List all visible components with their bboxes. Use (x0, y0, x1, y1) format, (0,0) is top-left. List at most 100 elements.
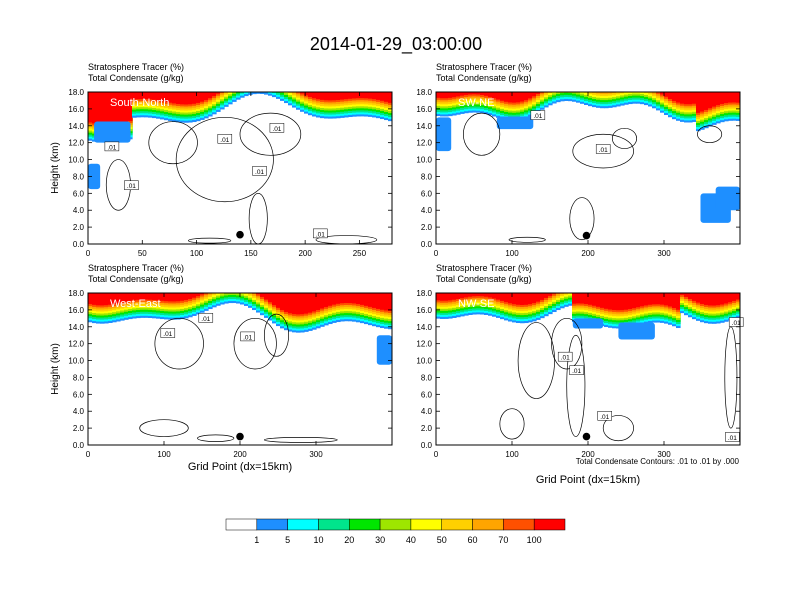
panels: Stratosphere Tracer (%)Total Condensate … (50, 62, 744, 459)
contour-label-box (252, 166, 267, 176)
y-tick-label: 6.0 (421, 390, 433, 399)
y-tick-label: 8.0 (421, 172, 433, 181)
colorbar-swatch (533, 518, 566, 531)
y-tick-label: 14.0 (68, 122, 84, 131)
y-tick-label: 2.0 (73, 223, 85, 232)
contour-line (239, 112, 302, 156)
y-tick-label: 10.0 (68, 357, 84, 366)
y-tick-label: 10.0 (416, 357, 432, 366)
contour-line (499, 408, 525, 440)
panel-subtitle-tracer: Stratosphere Tracer (%) (88, 62, 184, 72)
colorbar-label: 1 (254, 535, 259, 545)
colorbar-swatch (349, 518, 381, 531)
y-tick-label: 4.0 (73, 206, 85, 215)
y-tick-label: 6.0 (421, 189, 433, 198)
contour-label: .01 (732, 320, 741, 327)
colorbar-swatch (410, 518, 442, 531)
x-tick-label: 0 (434, 249, 439, 258)
y-tick-label: 12.0 (68, 340, 84, 349)
y-tick-label: 0.0 (73, 240, 85, 249)
condensate-contours (105, 112, 378, 244)
y-tick-label: 6.0 (73, 189, 85, 198)
panel-subtitle-tracer: Stratosphere Tracer (%) (436, 263, 532, 273)
contour-line (569, 197, 595, 241)
tracer-field (88, 92, 392, 190)
y-tick-label: 12.0 (68, 139, 84, 148)
contour-line (233, 317, 277, 370)
contour-line (197, 434, 235, 442)
x-tick-label: 100 (157, 450, 171, 459)
panel-name: NW-SE (458, 298, 494, 310)
x-tick-label: 50 (138, 249, 147, 258)
contour-label-box (104, 141, 120, 152)
tracer-field (436, 92, 740, 223)
contour-footnote: Total Condensate Contours: .01 to .01 by… (576, 457, 740, 466)
x-tick-label: 150 (244, 249, 258, 258)
colorbar-swatch (256, 518, 288, 531)
panel-subtitle-condensate: Total Condensate (g/kg) (88, 73, 184, 83)
tracer-field (436, 293, 740, 340)
contour-label-box (198, 313, 214, 323)
contour-label: .01 (255, 169, 264, 176)
panel-subtitle-condensate: Total Condensate (g/kg) (436, 274, 532, 284)
contour-label-box (269, 123, 285, 133)
colorbar-label: 60 (468, 535, 478, 545)
contour-label-box (240, 331, 255, 342)
x-tick-label: 200 (233, 450, 247, 459)
figure-title: 2014-01-29_03:00:00 (310, 34, 482, 55)
contour-label: .01 (127, 183, 136, 190)
y-tick-label: 12.0 (416, 340, 432, 349)
contour-label: .01 (272, 126, 281, 133)
colorbar-swatch (287, 518, 319, 531)
contour-line (508, 236, 546, 243)
colorbar: 1 5 10 20 30 40 50 60 70 100 (225, 518, 566, 545)
contour-line (572, 133, 634, 169)
contour-line (148, 121, 198, 165)
location-marker (236, 230, 244, 239)
contour-label: .01 (728, 435, 737, 442)
contour-label: .01 (599, 147, 608, 154)
colorbar-swatch (441, 518, 473, 531)
y-tick-label: 2.0 (421, 424, 433, 433)
contour-line (175, 116, 274, 203)
panel-subtitle-condensate: Total Condensate (g/kg) (88, 274, 184, 284)
contour-label: .01 (220, 137, 229, 144)
x-tick-label: 0 (86, 249, 91, 258)
contour-line (248, 192, 268, 244)
plot-frame (87, 91, 393, 245)
y-tick-label: 16.0 (416, 306, 432, 315)
y-tick-label: 8.0 (73, 172, 85, 181)
y-tick-label: 4.0 (421, 206, 433, 215)
x-tick-label: 200 (581, 450, 595, 459)
colorbar-label: 5 (285, 535, 290, 545)
x-tick-label: 100 (190, 249, 204, 258)
x-tick-label: 250 (353, 249, 367, 258)
y-tick-label: 4.0 (73, 407, 85, 416)
contour-line (463, 112, 501, 156)
contour-line (187, 237, 232, 244)
condensate-contours (139, 313, 338, 443)
contour-label-box (595, 144, 611, 154)
panel-subtitle-tracer: Stratosphere Tracer (%) (436, 62, 532, 72)
panel-subtitle-tracer: Stratosphere Tracer (%) (88, 263, 184, 273)
y-tick-label: 14.0 (416, 323, 432, 332)
condensate-contours (463, 112, 723, 243)
x-tick-label: 100 (505, 249, 519, 258)
y-tick-label: 0.0 (73, 441, 85, 450)
x-tick-label: 300 (657, 249, 671, 258)
contour-line (263, 313, 289, 357)
panel-name: West-East (110, 298, 161, 310)
y-tick-label: 6.0 (73, 390, 85, 399)
location-marker (236, 432, 244, 441)
panel-nw-se: Stratosphere Tracer (%)Total Condensate … (416, 263, 744, 459)
contour-label: .01 (561, 355, 570, 362)
contour-line (611, 127, 637, 149)
colorbar-swatch (503, 518, 535, 531)
contour-label-box (124, 180, 139, 190)
contour-label: .01 (572, 368, 581, 375)
contour-label-box (569, 365, 584, 375)
panel-subtitle-condensate: Total Condensate (g/kg) (436, 73, 532, 83)
y-tick-label: 12.0 (416, 139, 432, 148)
y-tick-label: 16.0 (416, 105, 432, 114)
